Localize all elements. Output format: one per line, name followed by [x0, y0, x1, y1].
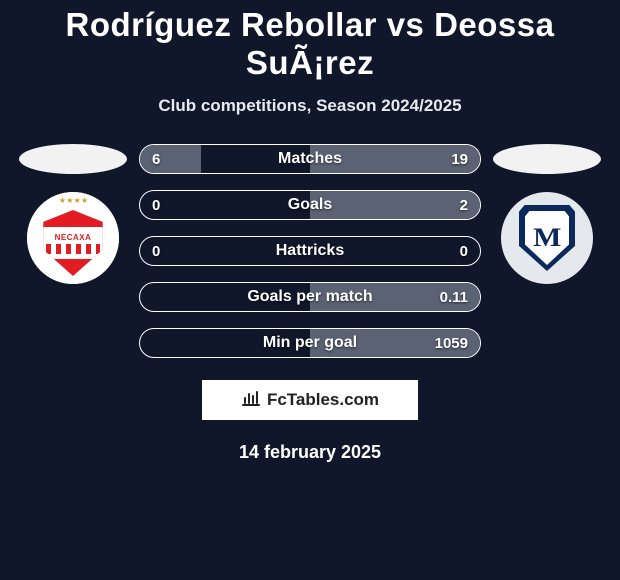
main-row: ★ ★ ★ ★ NECAXA 6Matches190Goals20Hattric…	[0, 144, 620, 358]
watermark[interactable]: FcTables.com	[202, 380, 418, 420]
stat-value-right: 0.11	[440, 289, 468, 306]
stat-bars: 6Matches190Goals20Hattricks0Goals per ma…	[139, 144, 481, 358]
shield-icon: M	[519, 205, 575, 271]
stat-label: Matches	[140, 150, 480, 168]
stat-label: Goals	[140, 196, 480, 214]
stat-value-right: 2	[460, 197, 468, 214]
date-label: 14 february 2025	[0, 442, 620, 463]
subtitle: Club competitions, Season 2024/2025	[0, 96, 620, 116]
team-badge-right: M	[501, 192, 593, 284]
stat-bar: 0Hattricks0	[139, 236, 481, 266]
page-title: Rodríguez Rebollar vs Deossa SuÃ¡rez	[0, 6, 620, 82]
stat-label: Goals per match	[140, 288, 480, 306]
stat-bar: Goals per match0.11	[139, 282, 481, 312]
team-letter-right: M	[533, 223, 561, 253]
stripes-icon	[46, 244, 100, 254]
chart-icon	[241, 389, 261, 412]
team-name-left: NECAXA	[55, 233, 92, 242]
stat-value-right: 0	[460, 243, 468, 260]
shield-icon: NECAXA	[40, 210, 106, 276]
stat-bar: Min per goal1059	[139, 328, 481, 358]
right-side: M	[491, 144, 603, 284]
watermark-text: FcTables.com	[267, 390, 379, 410]
stat-label: Min per goal	[140, 334, 480, 352]
stat-bar: 6Matches19	[139, 144, 481, 174]
stat-label: Hattricks	[140, 242, 480, 260]
player-avatar-right	[493, 144, 601, 174]
stat-value-right: 1059	[435, 335, 468, 352]
stars-icon: ★ ★ ★ ★	[59, 196, 87, 205]
left-side: ★ ★ ★ ★ NECAXA	[17, 144, 129, 284]
player-avatar-left	[19, 144, 127, 174]
stat-bar: 0Goals2	[139, 190, 481, 220]
team-badge-left: ★ ★ ★ ★ NECAXA	[27, 192, 119, 284]
comparison-card: Rodríguez Rebollar vs Deossa SuÃ¡rez Clu…	[0, 0, 620, 463]
stat-value-right: 19	[451, 151, 468, 168]
